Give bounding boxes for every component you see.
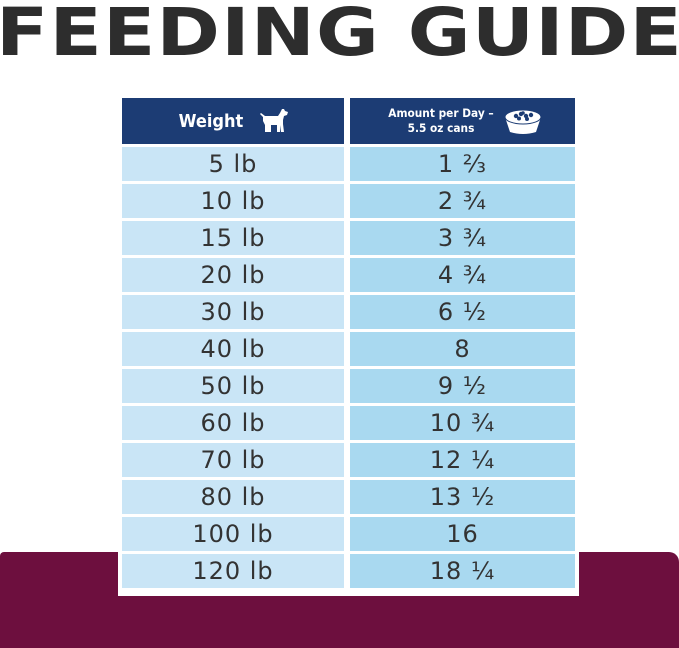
feeding-table: Weight Amount per Day – 5.5 oz cans [118,96,579,596]
table-row: 15 lb 3 ¾ [118,221,579,255]
weight-header-label: Weight [178,110,244,132]
weight-cell: 40 lb [122,332,344,366]
table-row: 5 lb 1 ⅔ [118,147,579,181]
weight-column-header: Weight [122,98,344,144]
amount-cell: 12 ¼ [350,443,575,477]
weight-cell: 80 lb [122,480,344,514]
weight-cell: 10 lb [122,184,344,218]
amount-cell: 6 ½ [350,295,575,329]
table-row: 50 lb 9 ½ [118,369,579,403]
weight-cell: 20 lb [122,258,344,292]
table-row: 40 lb 8 [118,332,579,366]
amount-cell: 16 [350,517,575,551]
amount-cell: 3 ¾ [350,221,575,255]
amount-cell: 4 ¾ [350,258,575,292]
amount-cell: 8 [350,332,575,366]
weight-cell: 50 lb [122,369,344,403]
amount-cell: 9 ½ [350,369,575,403]
weight-cell: 60 lb [122,406,344,440]
weight-cell: 30 lb [122,295,344,329]
food-bowl-icon [501,105,545,137]
amount-column-header: Amount per Day – 5.5 oz cans [350,98,575,144]
table-row: 100 lb 16 [118,517,579,551]
weight-cell: 5 lb [122,147,344,181]
page-title: FEEDING GUIDE [0,0,679,71]
amount-cell: 2 ¾ [350,184,575,218]
amount-header-label: Amount per Day – 5.5 oz cans [385,106,495,136]
amount-header-line2: 5.5 oz cans [407,121,474,135]
amount-cell: 10 ¾ [350,406,575,440]
amount-cell: 1 ⅔ [350,147,575,181]
weight-cell: 100 lb [122,517,344,551]
table-row: 10 lb 2 ¾ [118,184,579,218]
amount-cell: 18 ¼ [350,554,575,588]
amount-header-line1: Amount per Day – [387,106,494,120]
weight-cell: 15 lb [122,221,344,255]
table-row: 20 lb 4 ¾ [118,258,579,292]
table-row: 70 lb 12 ¼ [118,443,579,477]
amount-cell: 13 ½ [350,480,575,514]
table-row: 120 lb 18 ¼ [118,554,579,588]
weight-cell: 70 lb [122,443,344,477]
dog-icon [257,107,291,135]
table-row: 30 lb 6 ½ [118,295,579,329]
table-row: 60 lb 10 ¾ [118,406,579,440]
weight-cell: 120 lb [122,554,344,588]
table-row: 80 lb 13 ½ [118,480,579,514]
